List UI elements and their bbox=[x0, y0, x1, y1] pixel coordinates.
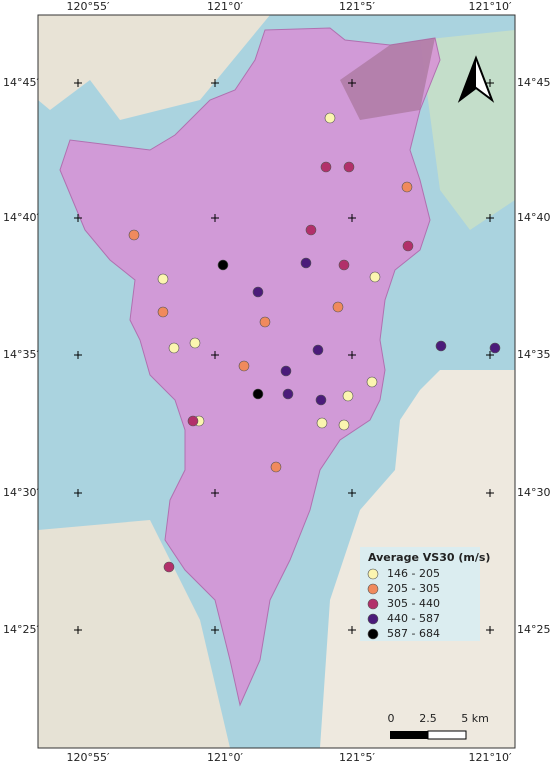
lat-label: 14°30′ bbox=[3, 486, 39, 499]
site bbox=[300, 257, 312, 269]
scale-label: 0 bbox=[388, 712, 395, 725]
grid-cross bbox=[348, 79, 356, 87]
lon-label: 121°0′ bbox=[207, 0, 243, 13]
grid-cross bbox=[486, 626, 494, 634]
scale-label: 2.5 bbox=[419, 712, 437, 725]
legend-label: 205 - 305 bbox=[387, 582, 440, 595]
scale-bar-white bbox=[427, 730, 467, 740]
legend-swatch bbox=[367, 568, 379, 580]
north-arrow-half bbox=[460, 58, 476, 100]
lat-label: 14°45′ bbox=[517, 76, 550, 89]
lat-label: 14°40′ bbox=[3, 211, 39, 224]
site bbox=[252, 286, 264, 298]
grid-cross bbox=[211, 79, 219, 87]
legend-swatch bbox=[367, 628, 379, 640]
frame bbox=[37, 14, 516, 749]
scale-bar-black bbox=[390, 731, 428, 739]
site bbox=[320, 161, 332, 173]
legend-label: 587 - 684 bbox=[387, 627, 440, 640]
site bbox=[343, 161, 355, 173]
site bbox=[332, 301, 344, 313]
site bbox=[402, 240, 414, 252]
grid-cross bbox=[486, 79, 494, 87]
legend-box bbox=[360, 547, 480, 641]
lon-label: 121°5′ bbox=[339, 0, 375, 13]
lon-label: 120°55′ bbox=[67, 0, 110, 13]
lon-label: 120°55′ bbox=[67, 751, 110, 764]
lon-label: 121°0′ bbox=[207, 751, 243, 764]
grid-cross bbox=[348, 626, 356, 634]
site bbox=[238, 360, 250, 372]
site bbox=[401, 181, 413, 193]
north-arrow bbox=[457, 55, 495, 103]
site bbox=[168, 342, 180, 354]
grid-cross bbox=[74, 214, 82, 222]
site bbox=[259, 316, 271, 328]
grid-cross bbox=[74, 351, 82, 359]
grid-cross bbox=[74, 489, 82, 497]
grid-cross bbox=[486, 214, 494, 222]
legend-swatch bbox=[367, 583, 379, 595]
legend-label: 440 - 587 bbox=[387, 612, 440, 625]
site bbox=[369, 271, 381, 283]
site bbox=[163, 561, 175, 573]
grid-cross bbox=[211, 214, 219, 222]
site bbox=[338, 419, 350, 431]
site bbox=[316, 417, 328, 429]
site bbox=[366, 376, 378, 388]
lat-label: 14°40′ bbox=[517, 211, 550, 224]
site bbox=[282, 388, 294, 400]
site bbox=[342, 390, 354, 402]
site bbox=[270, 461, 282, 473]
scale-label: 5 km bbox=[461, 712, 489, 725]
lon-label: 121°10′ bbox=[469, 0, 512, 13]
site bbox=[157, 273, 169, 285]
site bbox=[489, 342, 501, 354]
site bbox=[128, 229, 140, 241]
site bbox=[312, 344, 324, 356]
lat-label: 14°25′ bbox=[3, 623, 39, 636]
site bbox=[187, 415, 199, 427]
grid-cross bbox=[74, 79, 82, 87]
grid-cross bbox=[211, 489, 219, 497]
lat-label: 14°35′ bbox=[3, 348, 39, 361]
site bbox=[157, 306, 169, 318]
grid-cross bbox=[348, 351, 356, 359]
grid-cross bbox=[211, 351, 219, 359]
site bbox=[315, 394, 327, 406]
grid-cross bbox=[486, 351, 494, 359]
site bbox=[324, 112, 336, 124]
site bbox=[338, 259, 350, 271]
grid-cross bbox=[211, 626, 219, 634]
land-south bbox=[38, 520, 230, 748]
lat-label: 14°35′ bbox=[517, 348, 550, 361]
reserve bbox=[340, 38, 435, 120]
sites bbox=[128, 112, 501, 573]
forest bbox=[420, 30, 515, 230]
site bbox=[305, 224, 317, 236]
legend-swatch bbox=[367, 598, 379, 610]
legend-title: Average VS30 (m/s) bbox=[368, 551, 490, 564]
lat-label: 14°25′ bbox=[517, 623, 550, 636]
land-north bbox=[38, 15, 270, 120]
lat-label: 14°30′ bbox=[517, 486, 550, 499]
grid-cross bbox=[74, 626, 82, 634]
grid-cross bbox=[348, 489, 356, 497]
legend-label: 305 - 440 bbox=[387, 597, 440, 610]
site bbox=[217, 259, 229, 271]
lat-label: 14°45′ bbox=[3, 76, 39, 89]
site bbox=[252, 388, 264, 400]
lon-label: 121°10′ bbox=[469, 751, 512, 764]
grid-cross bbox=[348, 214, 356, 222]
site bbox=[189, 337, 201, 349]
lon-label: 121°5′ bbox=[339, 751, 375, 764]
grid-cross bbox=[486, 489, 494, 497]
legend-swatch bbox=[367, 613, 379, 625]
metro-manila bbox=[59, 27, 441, 707]
legend-label: 146 - 205 bbox=[387, 567, 440, 580]
site bbox=[280, 365, 292, 377]
site bbox=[435, 340, 447, 352]
